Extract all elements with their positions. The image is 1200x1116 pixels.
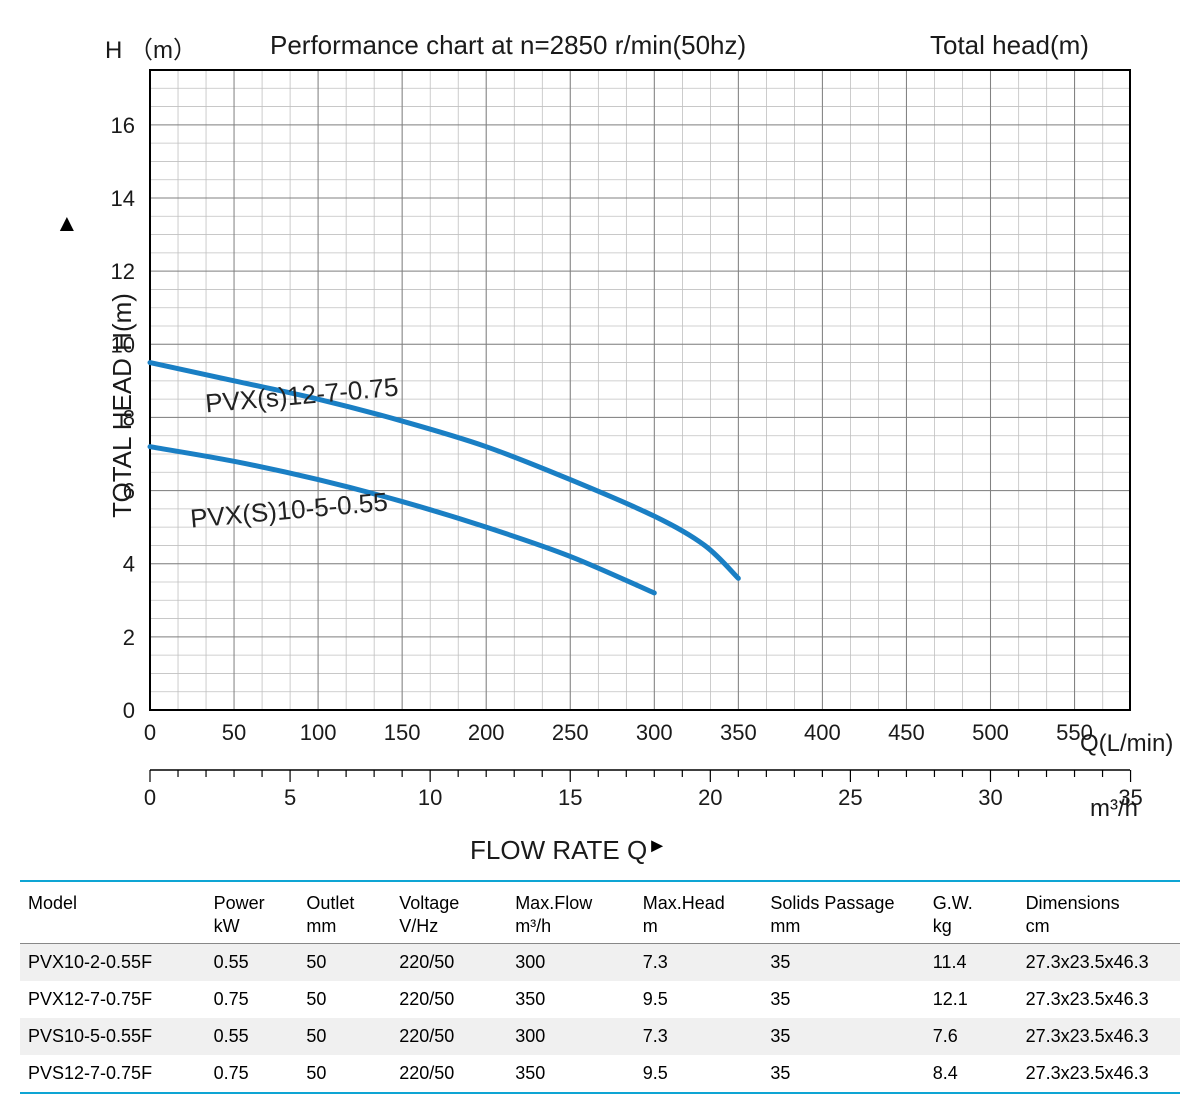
svg-text:10: 10 — [418, 785, 442, 810]
table-cell: 350 — [507, 981, 635, 1018]
x-axis-secondary-unit: m³/h — [1090, 795, 1138, 823]
svg-text:250: 250 — [552, 720, 589, 745]
x-axis-title: FLOW RATE Q ► — [470, 835, 647, 866]
table-header-cell: Max.Headm — [635, 881, 763, 943]
table-header-cell: PowerkW — [206, 881, 299, 943]
table-cell: 300 — [507, 943, 635, 981]
table-cell: 50 — [298, 1055, 391, 1093]
table-cell: 0.75 — [206, 981, 299, 1018]
table-cell: 50 — [298, 1018, 391, 1055]
table-header-row: ModelPowerkWOutletmmVoltageV/HzMax.Flowm… — [20, 881, 1180, 943]
spec-table: ModelPowerkWOutletmmVoltageV/HzMax.Flowm… — [20, 880, 1180, 1094]
table-cell: 220/50 — [391, 981, 507, 1018]
table-cell: 35 — [762, 981, 924, 1018]
table-cell: 27.3x23.5x46.3 — [1018, 981, 1180, 1018]
svg-text:20: 20 — [698, 785, 722, 810]
table-cell: 300 — [507, 1018, 635, 1055]
svg-text:50: 50 — [222, 720, 246, 745]
y-axis-arrow-icon: ▲ — [55, 210, 79, 238]
table-header-cell: Max.Flowm³/h — [507, 881, 635, 943]
svg-text:0: 0 — [123, 698, 135, 723]
svg-text:16: 16 — [111, 113, 135, 138]
table-cell: 27.3x23.5x46.3 — [1018, 943, 1180, 981]
table-row: PVX10-2-0.55F0.5550220/503007.33511.427.… — [20, 943, 1180, 981]
svg-text:500: 500 — [972, 720, 1009, 745]
table-cell: 27.3x23.5x46.3 — [1018, 1055, 1180, 1093]
table-header-cell: Outletmm — [298, 881, 391, 943]
svg-text:150: 150 — [384, 720, 421, 745]
table-cell: 0.55 — [206, 1018, 299, 1055]
table-row: PVX12-7-0.75F0.7550220/503509.53512.127.… — [20, 981, 1180, 1018]
svg-text:12: 12 — [111, 259, 135, 284]
svg-text:300: 300 — [636, 720, 673, 745]
table-cell: 12.1 — [925, 981, 1018, 1018]
svg-text:450: 450 — [888, 720, 925, 745]
table-cell: 35 — [762, 1018, 924, 1055]
chart-title-center: Performance chart at n=2850 r/min(50hz) — [270, 30, 746, 61]
table-cell: PVX10-2-0.55F — [20, 943, 206, 981]
table-cell: PVS10-5-0.55F — [20, 1018, 206, 1055]
table-cell: 50 — [298, 981, 391, 1018]
table-cell: 350 — [507, 1055, 635, 1093]
table-cell: PVS12-7-0.75F — [20, 1055, 206, 1093]
svg-text:100: 100 — [300, 720, 337, 745]
table-cell: 7.3 — [635, 943, 763, 981]
svg-text:400: 400 — [804, 720, 841, 745]
table-cell: 7.3 — [635, 1018, 763, 1055]
x-axis-primary-unit: Q(L/min) — [1080, 730, 1173, 758]
x-axis-arrow-icon: ► — [647, 835, 667, 858]
table-header-cell: VoltageV/Hz — [391, 881, 507, 943]
svg-text:30: 30 — [978, 785, 1002, 810]
y-unit-top: H （m） — [105, 30, 197, 65]
svg-text:2: 2 — [123, 625, 135, 650]
table-cell: 8.4 — [925, 1055, 1018, 1093]
table-cell: 11.4 — [925, 943, 1018, 981]
table-cell: 9.5 — [635, 1055, 763, 1093]
y-axis-title: TOTAL HEAD H(m) — [107, 293, 138, 518]
table-row: PVS10-5-0.55F0.5550220/503007.3357.627.3… — [20, 1018, 1180, 1055]
table-cell: 50 — [298, 943, 391, 981]
table-header-cell: Model — [20, 881, 206, 943]
table-row: PVS12-7-0.75F0.7550220/503509.5358.427.3… — [20, 1055, 1180, 1093]
svg-text:15: 15 — [558, 785, 582, 810]
chart-title-right: Total head(m) — [930, 30, 1089, 61]
svg-text:4: 4 — [123, 552, 135, 577]
table-header-cell: Solids Passagemm — [762, 881, 924, 943]
table-cell: 35 — [762, 943, 924, 981]
table-cell: 220/50 — [391, 1018, 507, 1055]
table-cell: 220/50 — [391, 943, 507, 981]
table-cell: 0.75 — [206, 1055, 299, 1093]
svg-text:14: 14 — [111, 186, 135, 211]
table-cell: 7.6 — [925, 1018, 1018, 1055]
table-cell: 0.55 — [206, 943, 299, 981]
performance-chart: H （m） Performance chart at n=2850 r/min(… — [20, 20, 1180, 870]
svg-text:0: 0 — [144, 720, 156, 745]
table-cell: 27.3x23.5x46.3 — [1018, 1018, 1180, 1055]
svg-text:5: 5 — [284, 785, 296, 810]
svg-text:350: 350 — [720, 720, 757, 745]
table-cell: 9.5 — [635, 981, 763, 1018]
table-cell: 220/50 — [391, 1055, 507, 1093]
table-cell: 35 — [762, 1055, 924, 1093]
table-cell: PVX12-7-0.75F — [20, 981, 206, 1018]
chart-svg: 050100150200250300350400450500550 051015… — [20, 20, 1180, 870]
table-header-cell: Dimensionscm — [1018, 881, 1180, 943]
svg-text:0: 0 — [144, 785, 156, 810]
table-header-cell: G.W.kg — [925, 881, 1018, 943]
svg-text:25: 25 — [838, 785, 862, 810]
svg-text:200: 200 — [468, 720, 505, 745]
